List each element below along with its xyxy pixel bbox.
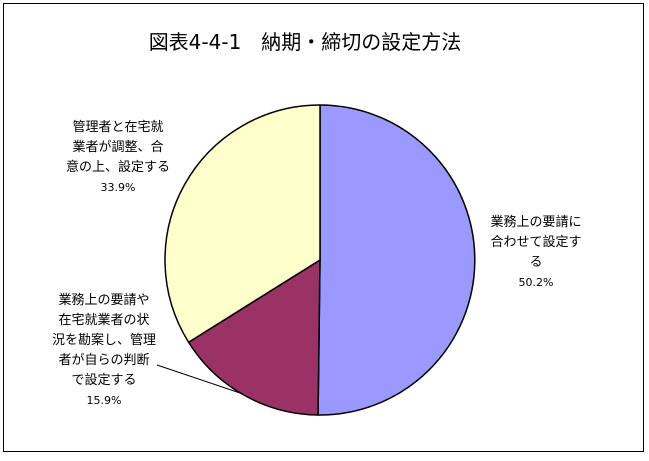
chart-title: 図表4-4-1 納期・締切の設定方法	[149, 30, 462, 54]
slice-label-line: で設定する	[71, 372, 136, 388]
slice-label-line: 者が自らの判断	[58, 353, 149, 368]
slice-label-line: 管理者と在宅就	[72, 120, 163, 135]
pie-slice-1	[187, 258, 321, 416]
slice-label-line: 況を勘案し、管理	[52, 333, 156, 348]
slice-value-label: 15.9%	[87, 394, 122, 407]
slice-label-line: 業務上の要請に	[490, 214, 581, 230]
slice-value-label: 50.2%	[519, 276, 554, 289]
leader-lines	[156, 364, 244, 395]
pie-slice-2	[164, 104, 321, 344]
slice-label-line: 合わせて設定す	[490, 234, 581, 250]
slice-label-line: 業者が調整、合	[72, 139, 163, 155]
slice-label-line: 在宅就業者の状	[58, 312, 149, 328]
pie-slices	[164, 104, 476, 416]
slice-value-label: 33.9%	[101, 181, 136, 194]
slice-label-line: る	[529, 255, 542, 270]
slice-label-line: 業務上の要請や	[58, 292, 149, 308]
pie-slice-0	[317, 104, 476, 416]
slice-label-line: 意の上、設定する	[66, 159, 170, 175]
leader-line-1	[156, 364, 244, 395]
